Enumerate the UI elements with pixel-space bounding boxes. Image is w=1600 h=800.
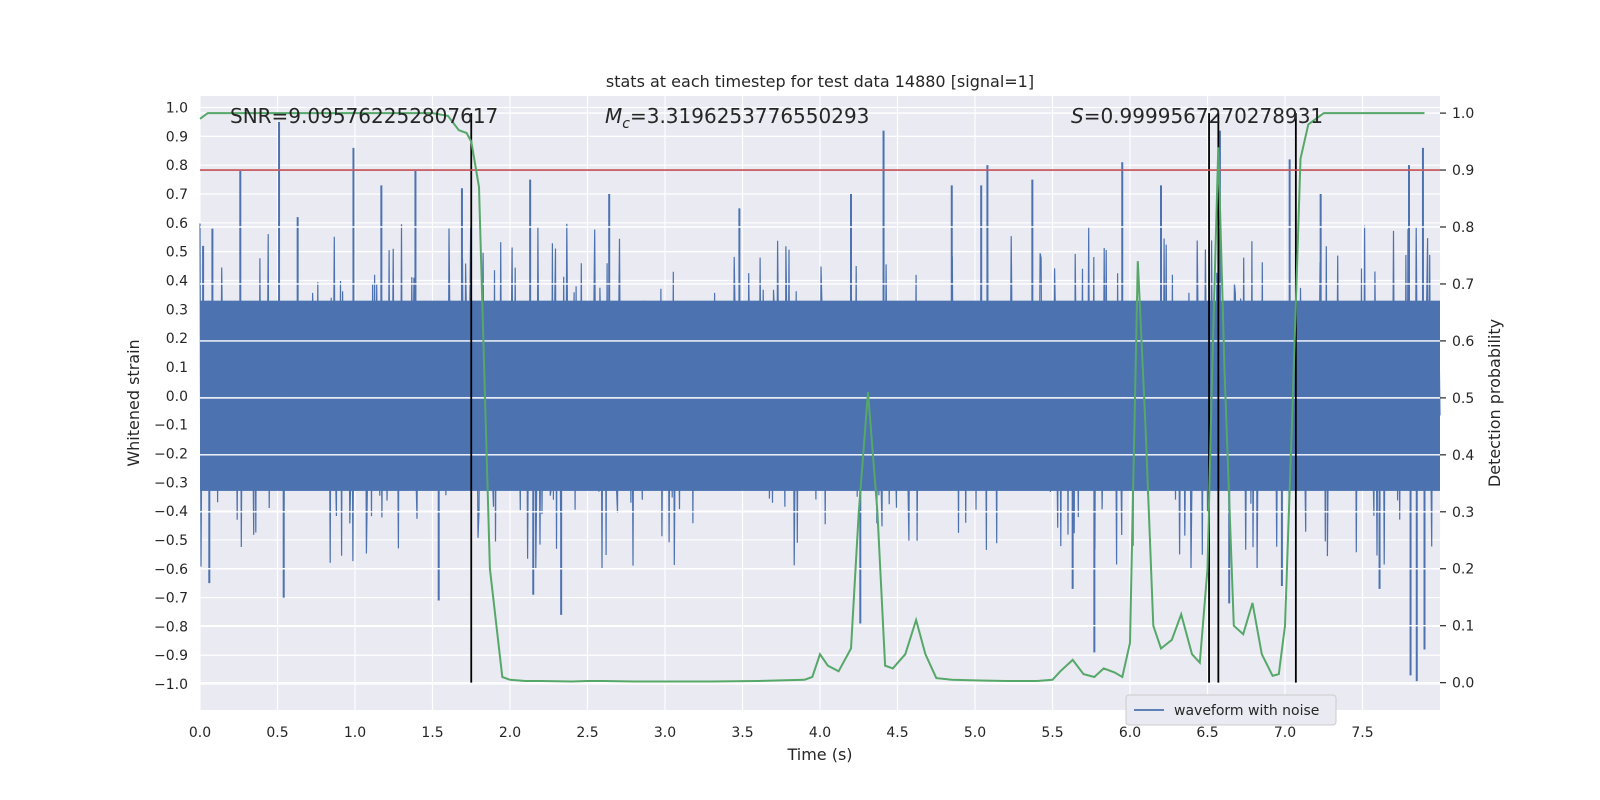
y2-tick-label: 0.9 (1452, 163, 1474, 179)
y2-tick-label: 0.7 (1452, 277, 1474, 293)
x-tick-label: 3.0 (654, 725, 676, 741)
legend-label: waveform with noise (1174, 703, 1319, 719)
chart-title: stats at each timestep for test data 148… (606, 72, 1034, 91)
snr-annotation: SNR=9.095762252807617 (230, 104, 498, 128)
chirp-mass-symbol: M (605, 104, 622, 128)
x-tick-label: 1.0 (344, 725, 366, 741)
strain-series (199, 121, 1441, 682)
y-tick-label: −0.3 (154, 475, 188, 491)
y-tick-label: 0.9 (166, 129, 188, 145)
x-axis-label: Time (s) (786, 745, 852, 764)
x-tick-label: 2.0 (499, 725, 521, 741)
y-tick-label: 0.4 (166, 273, 188, 289)
x-tick-label: 0.0 (189, 725, 211, 741)
chirp-mass-subscript: c (622, 116, 630, 132)
chirp-mass-value: =3.3196253776550293 (630, 104, 869, 128)
y-tick-label: −0.2 (154, 446, 188, 462)
x-tick-label: 7.0 (1274, 725, 1296, 741)
y2-tick-label: 0.2 (1452, 562, 1474, 578)
y2-axis-label: Detection probability (1485, 319, 1504, 487)
y-axis-ticks: −1.0 −0.9 −0.8 −0.7 −0.6 −0.5 −0.4 −0.3 −0.2 −0.1… (154, 101, 188, 694)
legend-box (1125, 694, 1337, 726)
strain-core-band (200, 300, 1440, 491)
y2-tick-label: 0.3 (1452, 505, 1474, 521)
vertical-markers (470, 113, 1297, 683)
y2-tick-label: 0.0 (1452, 676, 1474, 692)
y-tick-label: −0.1 (154, 418, 188, 434)
x-tick-label: 5.0 (964, 725, 986, 741)
x-tick-label: 6.0 (1119, 725, 1141, 741)
y-tick-label: 0.8 (166, 158, 188, 174)
y-tick-label: −0.9 (154, 648, 188, 664)
spin-value: =0.9999567270278931 (1084, 104, 1323, 128)
y-tick-label: 0.3 (166, 302, 188, 318)
y2-tick-label: 0.5 (1452, 391, 1474, 407)
y-tick-label: −0.8 (154, 619, 188, 635)
y-tick-label: −1.0 (154, 677, 188, 693)
y2-tick-label: 0.6 (1452, 334, 1474, 350)
y-tick-label: −0.4 (154, 504, 188, 520)
y-tick-label: 0.1 (166, 360, 188, 376)
y-tick-label: −0.5 (154, 533, 188, 549)
legend: waveform with noise (1125, 694, 1337, 726)
x-tick-label: 2.5 (576, 725, 598, 741)
x-tick-label: 6.5 (1196, 725, 1218, 741)
y-tick-label: 0.6 (166, 216, 188, 232)
y2-tick-label: 0.4 (1452, 448, 1474, 464)
y-tick-label: −0.7 (154, 591, 188, 607)
y-tick-label: 1.0 (166, 101, 188, 117)
x-tick-label: 7.5 (1351, 725, 1373, 741)
spin-symbol: S (1071, 104, 1084, 128)
y2-tick-label: 1.0 (1452, 106, 1474, 122)
probability-line (199, 112, 1425, 683)
x-tick-label: 0.5 (266, 725, 288, 741)
x-tick-label: 4.5 (886, 725, 908, 741)
x-tick-label: 4.0 (809, 725, 831, 741)
y-tick-label: 0.7 (166, 187, 188, 203)
x-tick-label: 3.5 (731, 725, 753, 741)
y2-axis-ticks: 0.0 0.1 0.2 0.3 0.4 0.5 0.6 0.7 0.8 0.9 1.0 (1440, 106, 1474, 692)
y2-tick-label: 0.1 (1452, 619, 1474, 635)
y-tick-label: 0.5 (166, 245, 188, 261)
x-tick-label: 5.5 (1041, 725, 1063, 741)
y-tick-label: 0.2 (166, 331, 188, 347)
spin-annotation: S=0.9999567270278931 (1071, 104, 1323, 128)
y-axis-label: Whitened strain (124, 339, 143, 466)
chirp-mass-annotation: Mc=3.3196253776550293 (605, 104, 869, 132)
probability-series (199, 112, 1425, 683)
x-tick-label: 1.5 (421, 725, 443, 741)
y2-tick-label: 0.8 (1452, 220, 1474, 236)
y-tick-label: −0.6 (154, 562, 188, 578)
x-axis-ticks: 0.0 0.5 1.0 1.5 2.0 2.5 3.0 3.5 4.0 4.5 5.0 5.5 6.0 6… (189, 725, 1374, 741)
y-tick-label: 0.0 (166, 389, 188, 405)
